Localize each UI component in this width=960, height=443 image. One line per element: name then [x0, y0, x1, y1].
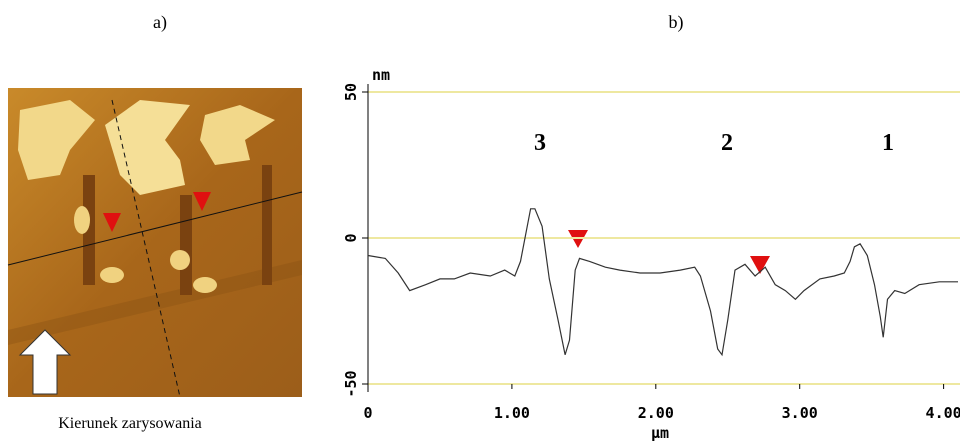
panel-label: a)	[153, 12, 167, 33]
peak-label: 3	[534, 130, 546, 156]
y-tick-label: 50	[342, 83, 360, 101]
x-tick-label: 4.00	[926, 404, 960, 422]
x-tick-label: 3.00	[782, 404, 818, 422]
peak-label: 1	[882, 130, 894, 156]
profile-line	[368, 209, 958, 355]
x-tick-label: 1.00	[494, 404, 530, 422]
x-tick-label: 2.00	[638, 404, 674, 422]
y-axis-label: nm	[372, 66, 390, 84]
y-tick-label: 0	[342, 233, 360, 242]
y-tick-label: -50	[342, 370, 360, 397]
peak-label: 2	[721, 130, 733, 156]
afm-image	[8, 88, 302, 397]
caption: Kierunek zarysowania	[58, 415, 202, 432]
x-tick-label: 0	[363, 404, 372, 422]
figure: a) b) Kierunek zarysowania -5005001.002.…	[0, 0, 960, 443]
panel-label: b)	[669, 12, 684, 33]
x-axis-label: μm	[651, 424, 669, 442]
